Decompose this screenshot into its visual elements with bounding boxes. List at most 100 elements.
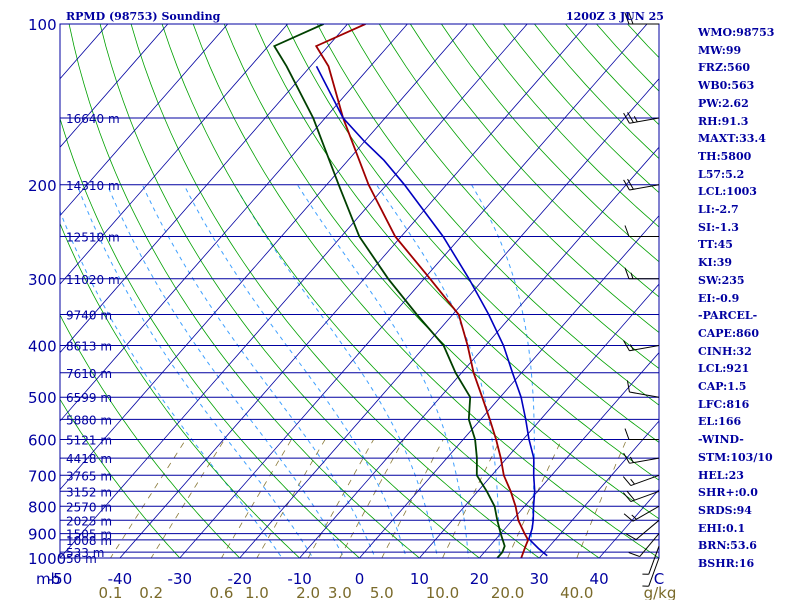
temperature-tick-label: -40	[108, 570, 133, 588]
mixing-ratio-line	[150, 439, 225, 558]
index-row: TT:45	[698, 238, 733, 252]
isotherm-line	[60, 24, 528, 558]
grid-lines	[60, 24, 659, 558]
dry-adiabat	[316, 24, 659, 406]
wind-barb-flag	[628, 552, 640, 558]
temperature-trace	[314, 24, 530, 558]
temperature-tick-label: 40	[590, 570, 609, 588]
wind-barb-flag	[630, 272, 634, 279]
index-row: RH:91.3	[698, 114, 749, 128]
wind-barb-flag	[622, 492, 632, 502]
temperature-tick-label: -50	[48, 570, 73, 588]
mixing-ratio-line	[110, 439, 187, 558]
moist-adiabat	[76, 184, 314, 558]
isotherm-line	[419, 283, 659, 558]
moist-adiabat	[234, 184, 439, 558]
height-label: 16640 m	[66, 112, 120, 126]
wind-barb	[623, 112, 660, 124]
index-row: SHR+:0.0	[698, 486, 758, 500]
wind-barb	[625, 519, 660, 541]
index-row: FRZ:560	[698, 61, 751, 75]
height-label: 1008 m	[66, 534, 112, 548]
index-row: STM:103/10	[698, 450, 773, 464]
sounding-traces	[273, 24, 548, 558]
mixing-ratio-line	[256, 439, 326, 558]
dry-adiabat	[130, 24, 540, 558]
wind-barb	[626, 380, 660, 398]
temperature-tick-label: 20	[470, 570, 489, 588]
height-label: 50 m	[66, 552, 97, 566]
isotherm-line	[60, 24, 348, 354]
wind-barb-staff	[630, 474, 660, 487]
dry-adiabat	[223, 24, 659, 520]
wind-barb-flag	[631, 514, 637, 520]
dry-adiabat	[409, 24, 659, 298]
mixing-ratio-label: 0.1	[99, 584, 123, 600]
wind-barb-staff	[635, 519, 660, 540]
index-row: -PARCEL-	[698, 309, 758, 323]
wind-barb-flag	[624, 12, 630, 25]
wind-barb-staff	[648, 545, 660, 575]
pressure-tick-label: 1000	[28, 550, 66, 568]
wind-barb-flag	[629, 344, 634, 351]
temperature-tick-label: -20	[227, 570, 252, 588]
wind-barb	[624, 428, 659, 441]
isotherm-line	[60, 24, 288, 285]
plot-frame	[59, 23, 660, 559]
wind-barb-staff	[648, 557, 660, 587]
height-label: 14310 m	[66, 179, 120, 193]
dry-adiabat	[441, 24, 659, 263]
moist-adiabat	[141, 184, 376, 558]
mixing-ratio-label: 0.6	[210, 584, 234, 600]
dewpoint-trace	[273, 24, 506, 558]
wind-barb	[623, 505, 660, 522]
wind-barb-staff	[632, 505, 660, 522]
dry-adiabat	[99, 24, 480, 558]
wind-barb-flag	[633, 116, 638, 123]
moist-adiabat	[106, 184, 345, 558]
index-row: SI:-1.3	[698, 220, 739, 234]
sounding-datetime: 1200Z 3 JUN 25	[566, 10, 664, 23]
index-row: LI:-2.7	[698, 203, 739, 217]
isotherm-line	[478, 351, 659, 558]
wind-barb	[623, 340, 660, 352]
height-label: 11020 m	[66, 273, 120, 287]
height-label: 3765 m	[66, 469, 112, 483]
wind-barb	[642, 545, 660, 575]
station-title: RPMD (98753) Sounding	[66, 10, 221, 23]
index-row: SRDS:94	[698, 503, 752, 517]
wind-barb-flag	[623, 452, 630, 464]
index-row: MAXT:33.4	[698, 132, 766, 146]
index-row: WMO:98753	[698, 26, 775, 39]
wind-barbs	[622, 12, 660, 587]
index-row: -WIND-	[698, 433, 744, 447]
index-row: BSHR:16	[698, 557, 755, 571]
wind-barb-flag	[626, 380, 630, 393]
pressure-tick-label: 300	[28, 271, 57, 289]
isotherm-line	[60, 24, 408, 422]
wind-barb-staff	[630, 490, 660, 503]
index-row: KI:39	[698, 256, 733, 270]
temperature-tick-label: 30	[530, 570, 549, 588]
height-label: 1505 m	[66, 528, 112, 542]
isotherm-line	[359, 215, 659, 558]
index-row: EHI:0.1	[698, 521, 746, 535]
dry-adiabat	[285, 24, 659, 443]
index-row: SW:235	[698, 273, 745, 287]
temperature-tick-label: 10	[410, 570, 429, 588]
wind-barb-flag	[623, 179, 630, 191]
mixing-ratio-line	[339, 439, 404, 558]
wind-barb-staff	[629, 457, 660, 464]
dry-adiabat	[68, 24, 421, 558]
index-row: LFC:816	[698, 397, 750, 411]
isotherm-line	[60, 24, 468, 491]
height-label: 3152 m	[66, 485, 112, 499]
moist-adiabat	[183, 184, 407, 558]
index-row: WB0:563	[698, 79, 755, 93]
moist-adiabat	[296, 184, 470, 558]
temperature-tick-label: -30	[168, 570, 193, 588]
moist-adiabat	[60, 209, 283, 558]
wind-barb	[622, 474, 660, 487]
wind-barb-flag	[625, 533, 637, 541]
wind-barb	[624, 267, 659, 280]
